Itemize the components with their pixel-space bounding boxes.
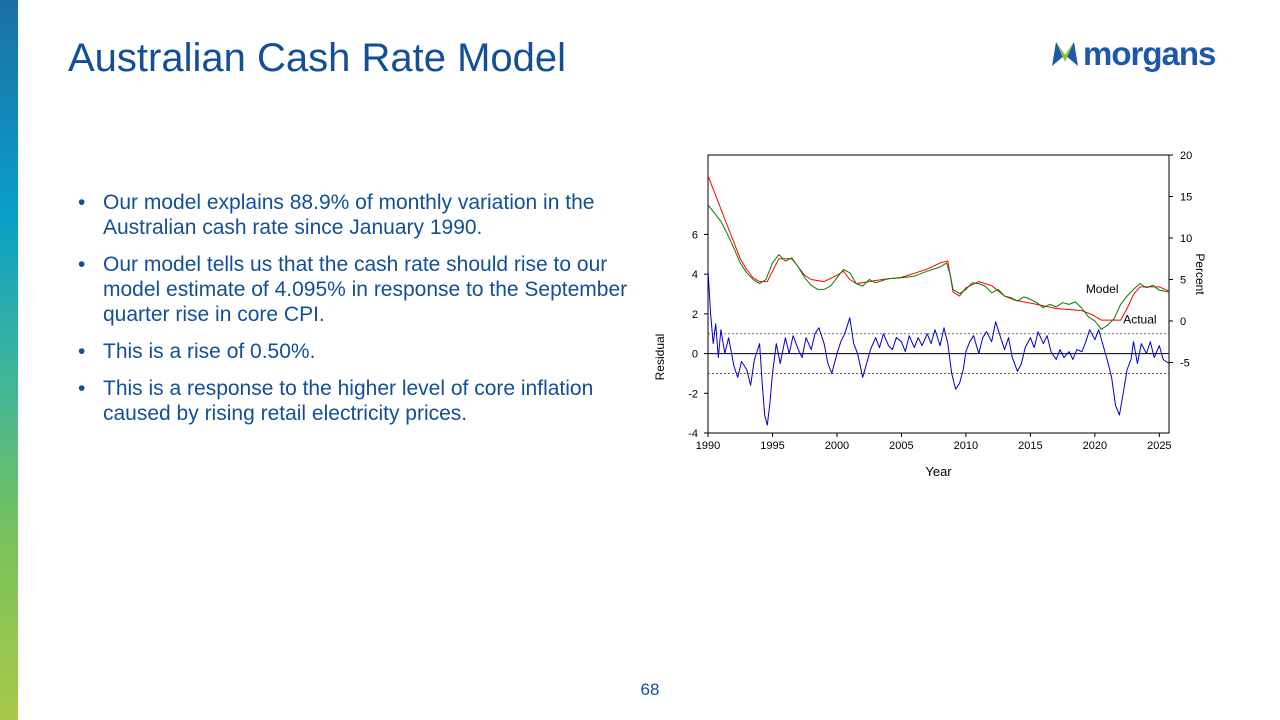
- plot-frame: [707, 154, 1170, 434]
- left-axis-title: Residual: [653, 334, 667, 381]
- x-tick-label: 2000: [825, 440, 849, 452]
- bullet-list: • Our model explains 88.9% of monthly var…: [78, 190, 648, 438]
- x-tick-label: 2005: [889, 440, 913, 452]
- left-tick-label: 4: [692, 269, 698, 281]
- bullet-item: • Our model tells us that the cash rate s…: [78, 253, 628, 326]
- bullet-item: • This is a rise of 0.50%.: [78, 340, 316, 363]
- x-tick-label: 2015: [1018, 440, 1042, 452]
- side-gradient-bar: [0, 0, 18, 720]
- right-tick-label: 0: [1180, 316, 1186, 328]
- page-number: 68: [640, 680, 660, 699]
- annotation-model: Model: [1086, 282, 1119, 296]
- right-tick-label: 5: [1180, 274, 1186, 286]
- right-tick-label: 15: [1180, 191, 1192, 203]
- series-line-model: [707, 175, 1170, 321]
- x-tick-label: 2020: [1083, 440, 1107, 452]
- x-tick-label: 1990: [696, 440, 720, 452]
- left-tick-label: -4: [688, 428, 698, 440]
- bullet-item: • This is a response to the higher level …: [78, 377, 594, 425]
- x-tick-label: 1995: [760, 440, 784, 452]
- left-tick-label: 0: [692, 349, 698, 361]
- bullet-text: This is a response to the higher level o…: [103, 377, 594, 425]
- bullet-text: Our model tells us that the cash rate sh…: [103, 253, 628, 326]
- left-tick-label: -2: [688, 388, 698, 400]
- x-tick-label: 2010: [954, 440, 978, 452]
- left-tick-label: 6: [692, 229, 698, 241]
- logo-text: morgans: [1083, 35, 1216, 72]
- page-title: Australian Cash Rate Model: [68, 36, 567, 80]
- right-tick-label: 10: [1180, 233, 1192, 245]
- cash-rate-chart: 1990 1995 2000 2005 2010 2015 2020 20256420-2-4…: [653, 150, 1207, 479]
- series-line-residual: [707, 270, 1170, 426]
- morgans-logo: morgans: [1050, 35, 1216, 72]
- annotation-actual: Actual: [1123, 312, 1156, 326]
- right-axis-title: Percent: [1193, 253, 1207, 295]
- series-line-actual: [707, 204, 1170, 330]
- x-tick-label: 2025: [1147, 440, 1171, 452]
- bullet-item: • Our model explains 88.9% of monthly var…: [78, 191, 595, 239]
- right-tick-label: -5: [1180, 357, 1190, 369]
- x-axis-title: Year: [925, 464, 952, 479]
- morgans-mark-icon: [1052, 42, 1078, 66]
- bullet-text: Our model explains 88.9% of monthly vari…: [103, 191, 595, 239]
- bullet-text: This is a rise of 0.50%.: [103, 340, 316, 363]
- left-tick-label: 2: [692, 309, 698, 321]
- right-tick-label: 20: [1180, 150, 1192, 162]
